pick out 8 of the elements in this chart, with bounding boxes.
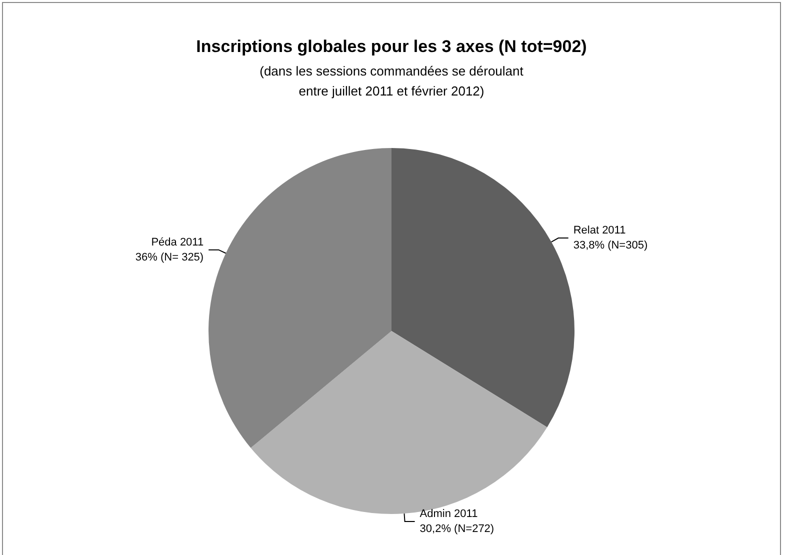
data-label: 36% (N= 325): [135, 251, 204, 264]
chart-title: Inscriptions globales pour les 3 axes (N tot=902): [196, 37, 587, 56]
chart-subtitle: (dans les sessions commandées se déroulant entre juillet 2011 et février 2012): [260, 64, 524, 98]
slice-label: Admin 2011: [420, 508, 478, 520]
data-label: 30,2% (N=272): [420, 523, 494, 536]
data-label: 33,8% (N=305): [573, 240, 648, 252]
slice-label: Péda 2011: [151, 236, 204, 248]
slice-label: Relat 2011: [573, 224, 626, 237]
